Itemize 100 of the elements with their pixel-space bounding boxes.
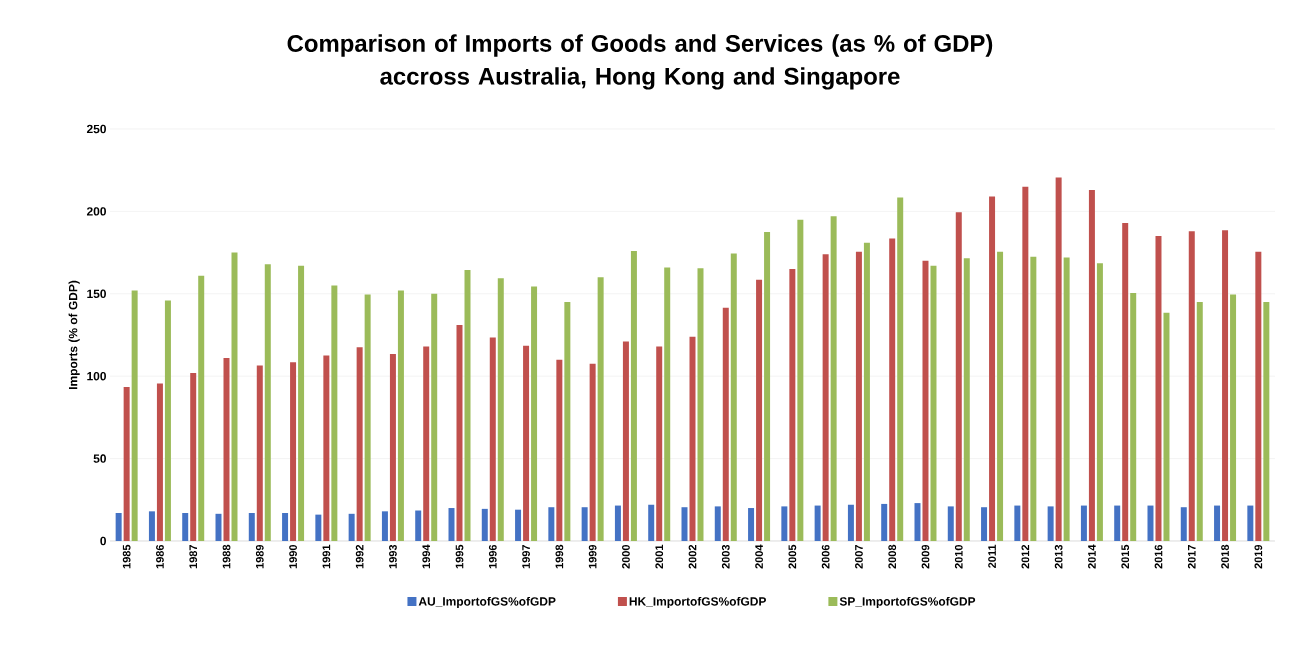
bar — [1096, 263, 1103, 541]
bar — [298, 265, 305, 541]
bar — [531, 286, 538, 541]
y-tick-label: 150 — [87, 289, 106, 299]
x-tick-label: 1992 — [355, 544, 364, 569]
bar — [356, 347, 363, 541]
bar — [1247, 505, 1254, 541]
bar — [622, 341, 629, 541]
bar — [464, 269, 471, 541]
bar — [497, 278, 504, 541]
bar — [748, 508, 755, 541]
bar — [814, 505, 821, 541]
x-tick-label: 2013 — [1054, 544, 1063, 569]
x-tick-label: 2014 — [1088, 544, 1096, 569]
bar — [148, 511, 155, 541]
bar — [1047, 506, 1054, 541]
bar — [231, 252, 238, 541]
x-tick-label: 2019 — [1254, 544, 1263, 569]
legend-label: AU_ImportofGS%ofGDP — [418, 596, 556, 609]
bar — [863, 242, 870, 541]
bar — [564, 302, 571, 541]
bar — [523, 345, 530, 541]
bar — [664, 267, 671, 541]
bar — [847, 504, 854, 541]
bar — [1255, 251, 1262, 541]
y-tick-label: 100 — [87, 371, 106, 381]
bar — [722, 307, 729, 541]
bar — [248, 512, 255, 541]
bar — [997, 251, 1004, 541]
bar — [381, 511, 388, 541]
bar — [697, 268, 704, 541]
x-tick-label: 1989 — [255, 544, 264, 569]
x-tick-label: 2015 — [1121, 544, 1130, 569]
bar — [131, 290, 138, 541]
bar — [630, 250, 637, 541]
bar — [515, 509, 522, 541]
x-tick-label: 1988 — [222, 544, 231, 569]
bar — [348, 513, 355, 541]
bar — [597, 277, 604, 541]
bar — [963, 258, 970, 541]
bar — [689, 336, 696, 541]
bar — [1222, 230, 1229, 541]
bar — [190, 372, 197, 541]
x-tick-label: 2007 — [855, 545, 863, 569]
bar — [1230, 294, 1237, 541]
bar — [415, 510, 422, 541]
bar — [1122, 222, 1129, 541]
bar — [789, 269, 796, 541]
bar — [648, 504, 655, 541]
bar — [331, 285, 338, 541]
bar — [1030, 256, 1037, 541]
bar — [489, 337, 496, 541]
bar — [830, 216, 837, 541]
x-tick-label: 2002 — [688, 544, 697, 569]
x-tick-label: 2010 — [954, 544, 963, 569]
x-tick-label: 2001 — [655, 544, 664, 569]
bar — [182, 512, 189, 541]
bar — [914, 503, 921, 541]
x-tick-label: 1996 — [488, 544, 497, 569]
x-tick-label: 1991 — [322, 544, 331, 569]
bar — [1130, 292, 1137, 541]
bar — [123, 386, 130, 541]
bar — [589, 363, 596, 541]
x-tick-label: 2009 — [921, 544, 930, 569]
x-tick-label: 2003 — [721, 544, 730, 569]
x-tick-label: 2005 — [788, 544, 797, 569]
x-tick-label: 2011 — [988, 544, 996, 568]
legend-label: SP_ImportofGS%ofGDP — [839, 596, 976, 609]
bar — [855, 251, 862, 541]
bar — [198, 275, 205, 541]
bar — [1188, 231, 1195, 541]
y-axis-title: Imports (% of GDP) — [68, 280, 80, 389]
bar — [164, 300, 171, 541]
x-tick-label: 2006 — [821, 544, 830, 569]
x-tick-label: 1999 — [588, 544, 597, 569]
x-tick-label: 2012 — [1021, 544, 1030, 569]
bar — [448, 508, 455, 541]
bar — [1263, 302, 1270, 541]
bar — [730, 253, 737, 541]
bar — [930, 265, 937, 541]
bar — [323, 355, 330, 541]
bar — [556, 359, 563, 541]
bar — [431, 293, 438, 541]
y-tick-label: 0 — [100, 536, 106, 546]
bar — [656, 346, 663, 541]
bar — [456, 325, 463, 541]
bar — [1163, 312, 1170, 541]
chart-title: Comparison of Imports of Goods and Services (as % of GDP) accross Australia, Hong Kong and Singapore — [287, 34, 993, 90]
bar — [581, 507, 588, 541]
bar — [1155, 236, 1162, 541]
bar — [264, 264, 271, 541]
legend-label: HK_ImportofGS%ofGDP — [629, 596, 766, 609]
bar — [614, 505, 621, 541]
x-tick-label: 1997 — [522, 545, 530, 569]
bar — [548, 507, 555, 541]
x-tick-label: 1986 — [156, 544, 164, 569]
x-tick-label: 1994 — [422, 544, 431, 569]
bar — [315, 514, 322, 541]
bar — [981, 507, 988, 541]
bar — [290, 362, 297, 541]
